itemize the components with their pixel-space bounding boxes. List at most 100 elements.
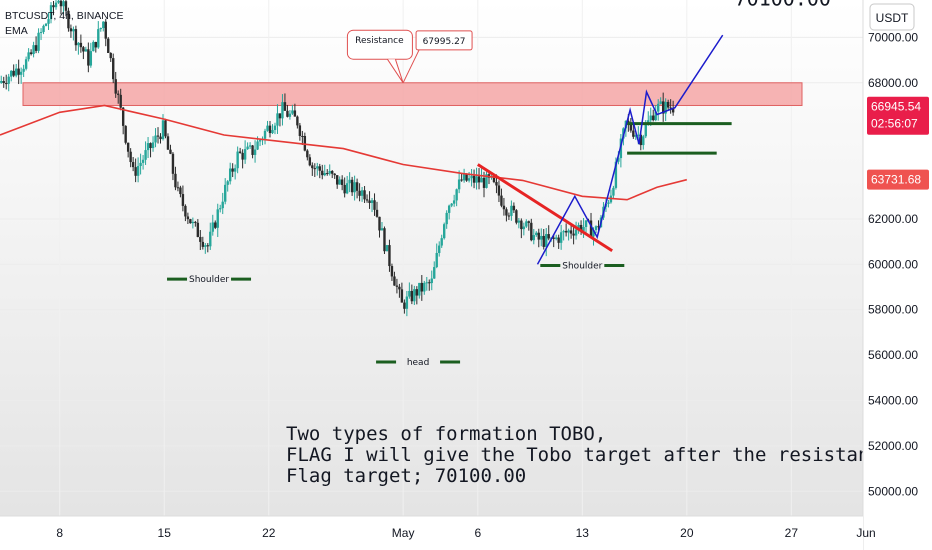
candle-body [72,29,75,32]
time-tick-label: 27 [785,526,799,540]
candle-body [109,52,112,59]
candle-body [283,102,287,111]
candle-body [542,235,545,247]
candle-body [159,136,162,140]
candle-body [236,151,239,169]
candle-body [2,81,5,84]
candle-body [196,222,200,237]
candle-body [323,173,326,176]
candle-body [166,136,170,150]
candle-body [579,224,583,231]
candle-body [465,173,468,181]
resistance-price-label: 67995.27 [423,37,466,47]
candle-body [388,245,391,267]
flag-target-path [536,34,724,265]
price-tick-label: 56000.00 [868,348,918,362]
candle-body [286,110,289,117]
candle-body [664,101,667,114]
currency-button-box[interactable] [869,3,915,31]
candle-body [410,290,414,302]
candle-body [450,203,453,206]
resistance-zone [22,82,803,106]
candle-body [547,234,550,239]
candle-body [505,209,508,216]
candle-body [194,221,197,223]
candle-body [141,159,145,163]
candle-body [288,113,292,117]
candle-body [311,165,314,169]
candle-body [383,228,386,252]
candle-body [512,205,516,211]
candle-body [184,205,187,217]
candle-body [644,124,647,137]
candle-body [666,101,670,108]
candle-body [268,125,272,134]
candle-body [507,215,511,217]
currency-button-label[interactable]: USDT [876,11,909,25]
candle-body [545,234,548,247]
time-tick-label: May [392,526,415,540]
note-line: Flag target; 70100.00 [286,465,526,487]
candle-body [607,202,610,204]
candle-body [89,51,93,66]
candle-body [19,71,23,75]
candle-body [199,236,202,242]
candle-body [221,201,224,209]
candle-body [358,190,361,196]
candle-body [661,101,665,114]
candle-body [403,302,406,309]
candle-body [306,150,309,158]
candle-body [17,68,20,75]
candle-body [470,175,473,179]
candle-body [316,166,319,169]
candle-body [350,179,354,193]
price-tick-label: 60000.00 [868,257,918,271]
candle-body [238,151,242,153]
candle-body [129,151,132,163]
candle-body [639,134,642,146]
resistance-zone-layer [22,82,803,106]
candle-body [445,212,448,225]
currency-button[interactable]: USDT [869,3,915,31]
candle-body [49,5,53,20]
candle-body [390,266,394,277]
candle-body [211,222,214,232]
candle-body [326,173,329,175]
candle-body [74,29,78,46]
candle-body [59,0,63,7]
candle-body [510,205,513,216]
candle-body [460,179,463,181]
candle-body [246,146,249,150]
candle-body [462,173,466,181]
candle-body [144,150,147,160]
candle-body [652,115,655,121]
candle-body [82,47,85,52]
candle-body [29,52,33,55]
candle-body [231,168,234,172]
candle-body [273,125,277,131]
candle-body [171,153,175,174]
candle-body [428,282,431,284]
candle-body [530,222,533,241]
candle-body [497,185,501,196]
candle-body [107,38,110,53]
candle-body [430,278,433,284]
candle-body [248,145,252,147]
candle-body [79,42,83,48]
candle-body [216,209,219,228]
time-axis-background [0,516,863,550]
candle-body [438,245,441,253]
price-tick-label: 68000.00 [868,76,918,90]
candle-body [475,176,478,183]
candle-body [331,171,334,174]
candle-body [114,79,117,94]
candle-body [104,21,107,39]
candle-body [345,183,349,194]
candle-body [612,187,615,196]
candle-body [243,149,247,160]
candle-body [335,175,339,185]
indicator-label: EMA [5,25,28,37]
candle-body [485,174,488,188]
candle-body [540,235,543,240]
